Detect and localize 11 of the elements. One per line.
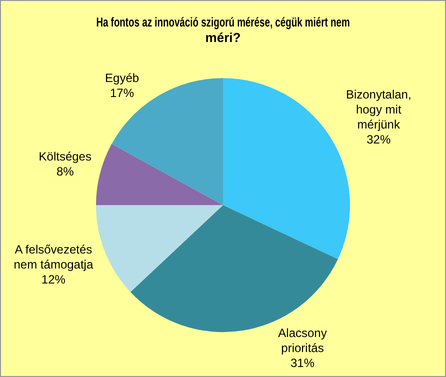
data-label: 17% bbox=[110, 86, 134, 100]
data-label: 31% bbox=[290, 356, 315, 370]
chart-title: Ha fontos az innováció szigorú mérése, cégük miért nem méri? bbox=[96, 16, 350, 45]
data-label: 12% bbox=[41, 272, 66, 286]
slice-label: Bizonytalan, hogy mit mérjünk bbox=[346, 88, 412, 132]
data-label: 32% bbox=[366, 132, 391, 147]
slice-label: Költséges bbox=[38, 149, 92, 164]
data-label: 8% bbox=[56, 164, 74, 178]
slice-label: Egyéb bbox=[105, 70, 140, 85]
slice-label: Alacsony prioritás bbox=[278, 326, 327, 355]
slice-label: A felsővezetés nem támogatja bbox=[14, 242, 94, 272]
